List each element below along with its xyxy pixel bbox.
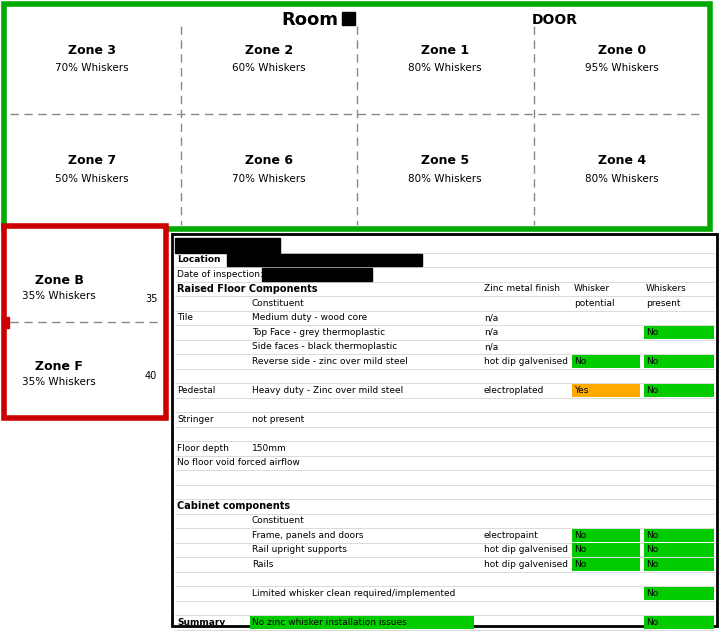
Bar bbox=[572, 384, 640, 397]
Text: 80% Whiskers: 80% Whiskers bbox=[409, 174, 482, 183]
Text: No: No bbox=[646, 356, 658, 366]
Text: No: No bbox=[646, 560, 658, 569]
Text: Constituent: Constituent bbox=[252, 299, 305, 308]
Text: n/a: n/a bbox=[484, 328, 498, 337]
Text: No: No bbox=[646, 328, 658, 337]
Text: 35% Whiskers: 35% Whiskers bbox=[22, 377, 96, 387]
Bar bbox=[4, 4, 710, 229]
Text: Location: Location bbox=[177, 255, 220, 264]
Text: Stringer: Stringer bbox=[177, 415, 214, 423]
Bar bbox=[644, 557, 714, 571]
Text: 80% Whiskers: 80% Whiskers bbox=[409, 63, 482, 73]
Bar bbox=[4, 226, 166, 418]
Text: No: No bbox=[574, 560, 586, 569]
Text: 35% Whiskers: 35% Whiskers bbox=[22, 291, 96, 301]
Text: Reverse side - zinc over mild steel: Reverse side - zinc over mild steel bbox=[252, 356, 408, 366]
Text: hot dip galvenised: hot dip galvenised bbox=[484, 545, 568, 554]
Text: 95% Whiskers: 95% Whiskers bbox=[585, 63, 658, 73]
Text: No zinc whisker installation issues: No zinc whisker installation issues bbox=[252, 617, 406, 627]
Text: Whiskers: Whiskers bbox=[646, 284, 687, 293]
Text: Zinc metal finish: Zinc metal finish bbox=[484, 284, 560, 293]
Text: Floor depth: Floor depth bbox=[177, 444, 229, 453]
Text: Yes: Yes bbox=[574, 386, 588, 395]
Bar bbox=[572, 528, 640, 542]
Bar bbox=[644, 355, 714, 368]
Text: Raised Floor Components: Raised Floor Components bbox=[177, 284, 318, 294]
Text: Limited whisker clean required/implemented: Limited whisker clean required/implement… bbox=[252, 589, 456, 598]
Text: No floor void forced airflow: No floor void forced airflow bbox=[177, 458, 300, 467]
Text: Zone B: Zone B bbox=[35, 274, 84, 288]
Text: Constituent: Constituent bbox=[252, 516, 305, 525]
Text: No: No bbox=[646, 545, 658, 554]
Text: Tile: Tile bbox=[177, 313, 193, 322]
Bar bbox=[644, 528, 714, 542]
Text: electropaint: electropaint bbox=[484, 531, 539, 540]
Bar bbox=[644, 325, 714, 339]
Text: No: No bbox=[574, 545, 586, 554]
Text: Zone 2: Zone 2 bbox=[245, 44, 293, 57]
Bar bbox=[250, 616, 474, 629]
Bar bbox=[644, 543, 714, 557]
Text: No: No bbox=[646, 531, 658, 540]
Text: not present: not present bbox=[252, 415, 304, 423]
Bar bbox=[2, 317, 9, 328]
Text: n/a: n/a bbox=[484, 343, 498, 351]
Bar bbox=[644, 616, 714, 629]
Text: 35: 35 bbox=[145, 294, 157, 304]
Text: No: No bbox=[646, 386, 658, 395]
Bar bbox=[572, 557, 640, 571]
Text: hot dip galvenised: hot dip galvenised bbox=[484, 560, 568, 569]
Text: 40: 40 bbox=[145, 371, 157, 380]
Text: DOOR: DOOR bbox=[531, 13, 578, 27]
Text: n/a: n/a bbox=[484, 313, 498, 322]
Text: Room: Room bbox=[282, 11, 339, 29]
Text: No: No bbox=[574, 531, 586, 540]
Text: Zone F: Zone F bbox=[35, 360, 83, 374]
Text: 60% Whiskers: 60% Whiskers bbox=[232, 63, 305, 73]
Bar bbox=[342, 12, 355, 25]
Bar bbox=[262, 268, 372, 281]
Bar bbox=[644, 586, 714, 600]
Text: Heavy duty - Zinc over mild steel: Heavy duty - Zinc over mild steel bbox=[252, 386, 404, 395]
Text: Zone 0: Zone 0 bbox=[598, 44, 645, 57]
Text: Whisker: Whisker bbox=[574, 284, 610, 293]
Text: Zone 3: Zone 3 bbox=[69, 44, 116, 57]
Text: 70% Whiskers: 70% Whiskers bbox=[56, 63, 129, 73]
Text: 150mm: 150mm bbox=[252, 444, 287, 453]
Bar bbox=[227, 253, 422, 266]
Text: 70% Whiskers: 70% Whiskers bbox=[232, 174, 305, 183]
Text: Summary: Summary bbox=[177, 617, 225, 627]
Text: Zone 5: Zone 5 bbox=[421, 154, 469, 167]
Bar bbox=[175, 238, 280, 253]
Text: Pedestal: Pedestal bbox=[177, 386, 215, 395]
Text: 80% Whiskers: 80% Whiskers bbox=[585, 174, 658, 183]
Text: Zone 7: Zone 7 bbox=[68, 154, 116, 167]
Text: present: present bbox=[646, 299, 681, 308]
Bar bbox=[172, 234, 717, 626]
Text: Side faces - black thermoplastic: Side faces - black thermoplastic bbox=[252, 343, 397, 351]
Text: potential: potential bbox=[574, 299, 614, 308]
Text: No: No bbox=[646, 617, 658, 627]
Text: Date of inspection:: Date of inspection: bbox=[177, 270, 263, 279]
Text: Zone 1: Zone 1 bbox=[421, 44, 469, 57]
Bar bbox=[572, 543, 640, 557]
Text: electroplated: electroplated bbox=[484, 386, 544, 395]
Text: No: No bbox=[574, 356, 586, 366]
Text: Top Face - grey thermoplastic: Top Face - grey thermoplastic bbox=[252, 328, 385, 337]
Text: Zone 6: Zone 6 bbox=[245, 154, 292, 167]
Text: hot dip galvenised: hot dip galvenised bbox=[484, 356, 568, 366]
Text: Rail upright supports: Rail upright supports bbox=[252, 545, 347, 554]
Text: No: No bbox=[646, 589, 658, 598]
Bar bbox=[644, 384, 714, 397]
Text: Cabinet components: Cabinet components bbox=[177, 501, 290, 511]
Text: Frame, panels and doors: Frame, panels and doors bbox=[252, 531, 363, 540]
Text: Rails: Rails bbox=[252, 560, 274, 569]
Text: 50% Whiskers: 50% Whiskers bbox=[56, 174, 129, 183]
Text: Zone 4: Zone 4 bbox=[598, 154, 645, 167]
Bar bbox=[572, 355, 640, 368]
Text: Medium duty - wood core: Medium duty - wood core bbox=[252, 313, 367, 322]
